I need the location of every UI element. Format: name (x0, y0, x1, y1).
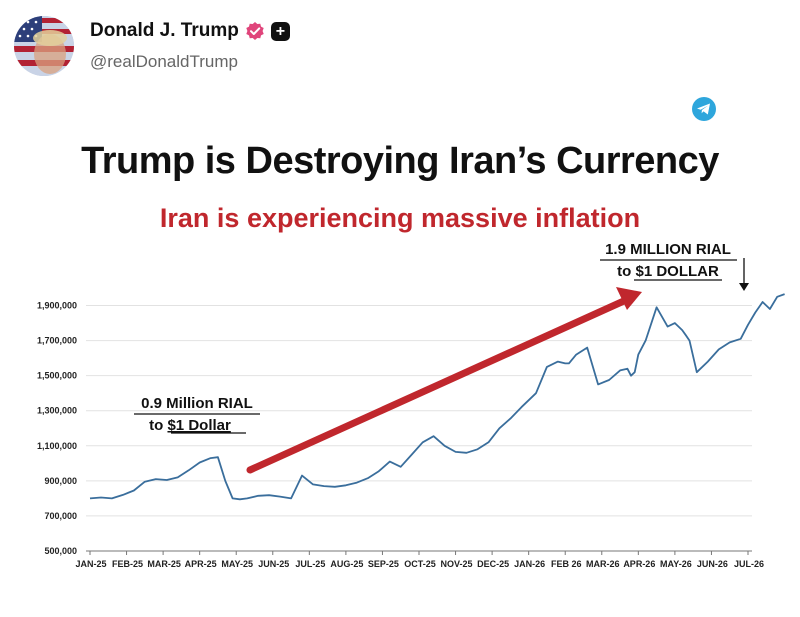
annotation-right-line1: 1.9 MILLION RIAL (605, 241, 731, 258)
x-tick-label: FEB 26 (551, 559, 582, 569)
x-axis-ticks: JAN-25 FEB-25 MAR-25 APR-25 MAY-25 JUN-25 JUL-… (75, 551, 764, 569)
x-tick-label: JAN-26 (514, 559, 545, 569)
x-tick-label: NOV-25 (441, 559, 473, 569)
x-tick-label: MAY-25 (221, 559, 253, 569)
telegram-icon (692, 97, 716, 121)
y-axis-ticks: 500,000 700,000 900,000 1,100,000 1,300,000 1… (37, 301, 77, 556)
user-handle[interactable]: @realDonaldTrump (90, 52, 238, 71)
x-tick-label: MAY-26 (660, 559, 692, 569)
grid-lines (86, 305, 752, 517)
series-line (89, 293, 785, 501)
annotation-right-line2: to $1 DOLLAR (617, 263, 719, 280)
x-tick-label: APR-25 (185, 559, 217, 569)
x-tick-label: JUN-26 (697, 559, 728, 569)
x-tick-label: OCT-25 (404, 559, 436, 569)
y-tick-label: 500,000 (44, 546, 77, 556)
annotation-pointer-head (739, 283, 749, 291)
y-tick-label: 1,900,000 (37, 301, 77, 311)
plus-badge-icon: + (270, 21, 290, 41)
x-tick-label: DEC-25 (477, 559, 509, 569)
x-tick-label: FEB-25 (112, 559, 143, 569)
x-tick-label: JUL-26 (734, 559, 764, 569)
y-tick-label: 700,000 (44, 511, 77, 521)
avatar-image (14, 16, 74, 76)
y-tick-label: 1,500,000 (37, 371, 77, 381)
x-tick-label: JUN-25 (258, 559, 289, 569)
annotation-left-line1: 0.9 Million RIAL (141, 395, 253, 412)
name-row: Donald J. Trump + (90, 20, 290, 42)
y-tick-label: 900,000 (44, 476, 77, 486)
y-tick-label: 1,100,000 (37, 441, 77, 451)
x-tick-label: MAR-26 (586, 559, 620, 569)
display-name[interactable]: Donald J. Trump (90, 20, 239, 41)
trend-arrow-shaft (246, 296, 630, 474)
chart-subtitle: Iran is experiencing massive inflation (159, 203, 641, 233)
verified-badge-icon (246, 22, 264, 40)
x-tick-label: JAN-25 (75, 559, 106, 569)
x-tick-label: JUL-25 (295, 559, 325, 569)
post-header: Donald J. Trump + @realDonaldTrump (14, 14, 774, 76)
y-tick-label: 1,300,000 (37, 406, 77, 416)
x-tick-label: SEP-25 (368, 559, 399, 569)
chart-title: Trump is Destroying Iran’s Currency (81, 140, 719, 182)
y-tick-label: 1,700,000 (37, 336, 77, 346)
x-tick-label: APR-26 (623, 559, 655, 569)
avatar[interactable] (14, 16, 74, 76)
x-tick-label: AUG-25 (330, 559, 363, 569)
trend-arrow-head (616, 287, 642, 310)
annotation-left-line2: to $1 Dollar (149, 417, 231, 434)
x-tick-label: MAR-25 (147, 559, 181, 569)
